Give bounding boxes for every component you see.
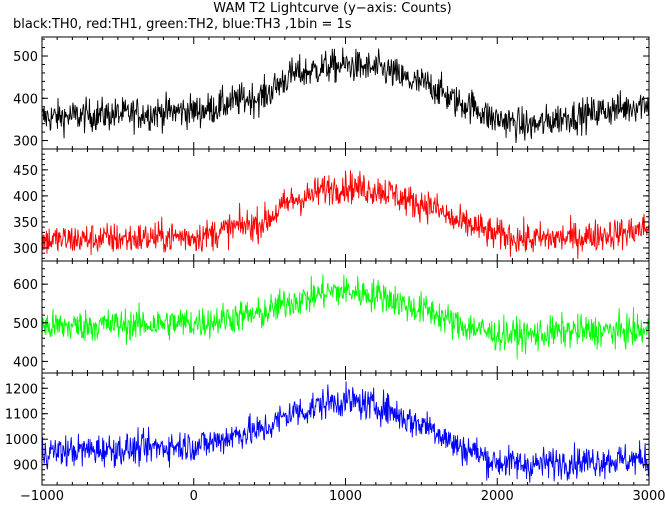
y-tick-label: 350 (13, 216, 38, 231)
x-tick-label: 0 (190, 489, 198, 504)
series-line-th2 (42, 274, 649, 360)
series-line-th3 (42, 381, 649, 483)
x-tick-label: 3000 (632, 489, 665, 504)
y-tick-label: 400 (13, 190, 38, 205)
y-tick-label: 900 (13, 459, 38, 474)
chart-subtitle: black:TH0, red:TH1, green:TH2, blue:TH3 … (13, 17, 352, 32)
y-tick-label: 500 (13, 317, 38, 332)
panel-frame-th0 (41, 36, 650, 150)
y-tick-label: 300 (13, 242, 38, 257)
x-tick-label: 1000 (329, 489, 362, 504)
series-line-th0 (42, 47, 649, 143)
chart-title: WAM T2 Lightcurve (y−axis: Counts) (213, 1, 452, 16)
y-tick-label: 600 (13, 278, 38, 293)
series-line-th1 (42, 170, 649, 260)
y-tick-label: 400 (13, 92, 38, 107)
y-tick-label: 1000 (5, 433, 38, 448)
panel-frame-th1 (41, 148, 650, 262)
x-tick-label: −1000 (20, 489, 64, 504)
y-tick-label: 400 (13, 355, 38, 370)
panel-frame-th2 (41, 260, 650, 374)
y-tick-label: 450 (13, 164, 38, 179)
y-tick-label: 1200 (5, 382, 38, 397)
y-tick-label: 1100 (5, 408, 38, 423)
y-tick-label: 300 (13, 135, 38, 150)
y-tick-label: 500 (13, 50, 38, 65)
x-tick-label: 2000 (481, 489, 514, 504)
